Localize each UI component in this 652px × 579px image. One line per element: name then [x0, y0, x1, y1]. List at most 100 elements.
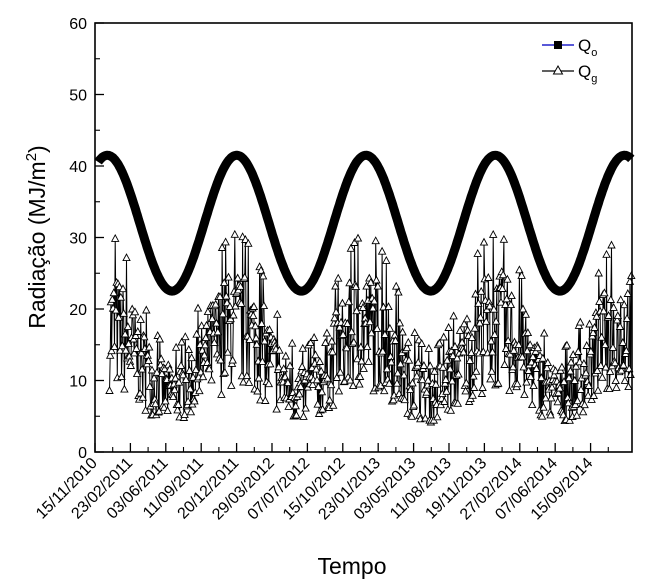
qg-point [115, 345, 125, 354]
qg-point [207, 375, 216, 384]
qg-point [181, 332, 190, 341]
qg-point [514, 340, 523, 349]
qg-point [237, 371, 247, 380]
qg-point [244, 377, 254, 386]
qg-point [372, 275, 381, 284]
qg-point [258, 271, 268, 280]
qg-point [333, 273, 343, 282]
qg-point [585, 319, 594, 328]
qg-point [589, 391, 599, 399]
qg-point [543, 358, 553, 366]
qg-point [133, 327, 143, 335]
qg-point [191, 365, 201, 374]
qg-point [292, 410, 301, 419]
qg-point [186, 407, 196, 416]
qg-point [178, 370, 188, 379]
qg-point [345, 278, 354, 287]
qg-point [347, 327, 356, 336]
qg-point [111, 305, 121, 314]
qg-point [136, 314, 145, 323]
qg-point [352, 306, 361, 315]
qg-point [450, 341, 460, 350]
qg-point [151, 399, 160, 408]
qg-point [315, 357, 325, 365]
qg-point [586, 346, 596, 355]
qg-point [356, 342, 366, 351]
qo-series-line [94, 150, 635, 296]
qg-point [606, 295, 616, 303]
qg-point [328, 347, 337, 356]
qg-point [165, 364, 174, 373]
qg-point [121, 345, 131, 354]
qg-point [404, 337, 413, 346]
qg-point [454, 369, 463, 378]
qg-point [272, 404, 281, 413]
qg-point [617, 365, 626, 374]
qg-point [406, 385, 415, 394]
qg-point [588, 328, 598, 337]
qg-point [122, 253, 131, 262]
qg-point [187, 353, 196, 362]
qg-point [117, 372, 126, 381]
qg-point [332, 373, 342, 381]
qg-point [358, 303, 368, 311]
legend-qo-marker [554, 41, 562, 49]
qg-point [349, 337, 359, 346]
qg-point [446, 405, 456, 414]
qg-point [422, 387, 431, 396]
qg-point [444, 323, 453, 331]
qg-point [156, 354, 166, 363]
qg-point [291, 401, 300, 410]
qg-point [581, 368, 591, 377]
qg-point [619, 300, 629, 309]
qg-point [572, 410, 582, 419]
qg-point [120, 384, 129, 393]
qg-point [110, 341, 119, 350]
qg-point [222, 291, 231, 300]
qg-point [307, 363, 317, 372]
qg-point [207, 314, 217, 323]
qg-point [265, 359, 275, 368]
qg-point [215, 292, 225, 301]
qg-point [168, 392, 178, 401]
qg-point [245, 334, 254, 343]
qg-point [462, 378, 471, 387]
qg-point [242, 371, 252, 380]
qg-point [258, 356, 267, 365]
qg-point [362, 342, 372, 351]
qg-point [359, 363, 368, 372]
qg-point [116, 292, 126, 301]
qg-point [615, 322, 625, 330]
qg-point [131, 331, 140, 339]
qg-point [515, 265, 524, 274]
qg-point [366, 277, 376, 286]
qg-point [442, 355, 452, 364]
y-tick-label: 20 [69, 302, 87, 319]
qg-point [555, 383, 565, 392]
qg-point [440, 397, 449, 405]
qg-point [413, 357, 423, 366]
qg-point [566, 357, 576, 366]
qg-point [612, 315, 622, 324]
qg-point [355, 379, 364, 388]
qg-point [185, 365, 194, 374]
qg-point [137, 364, 147, 373]
qg-point [478, 383, 487, 391]
qg-point [490, 329, 499, 338]
qg-point [198, 372, 208, 381]
qg-point [367, 328, 376, 337]
qg-point [200, 340, 210, 349]
qg-point [546, 410, 555, 419]
qg-point [619, 360, 628, 369]
qg-point [331, 281, 340, 290]
qg-point [580, 400, 589, 409]
qg-point [373, 281, 383, 290]
qg-point [328, 400, 338, 409]
qg-point [222, 298, 232, 307]
qg-point [537, 411, 547, 420]
legend-qg-marker [552, 64, 564, 75]
qg-point [554, 388, 563, 397]
qg-point [424, 343, 434, 352]
qg-point [118, 284, 128, 293]
qg-point [608, 342, 618, 351]
